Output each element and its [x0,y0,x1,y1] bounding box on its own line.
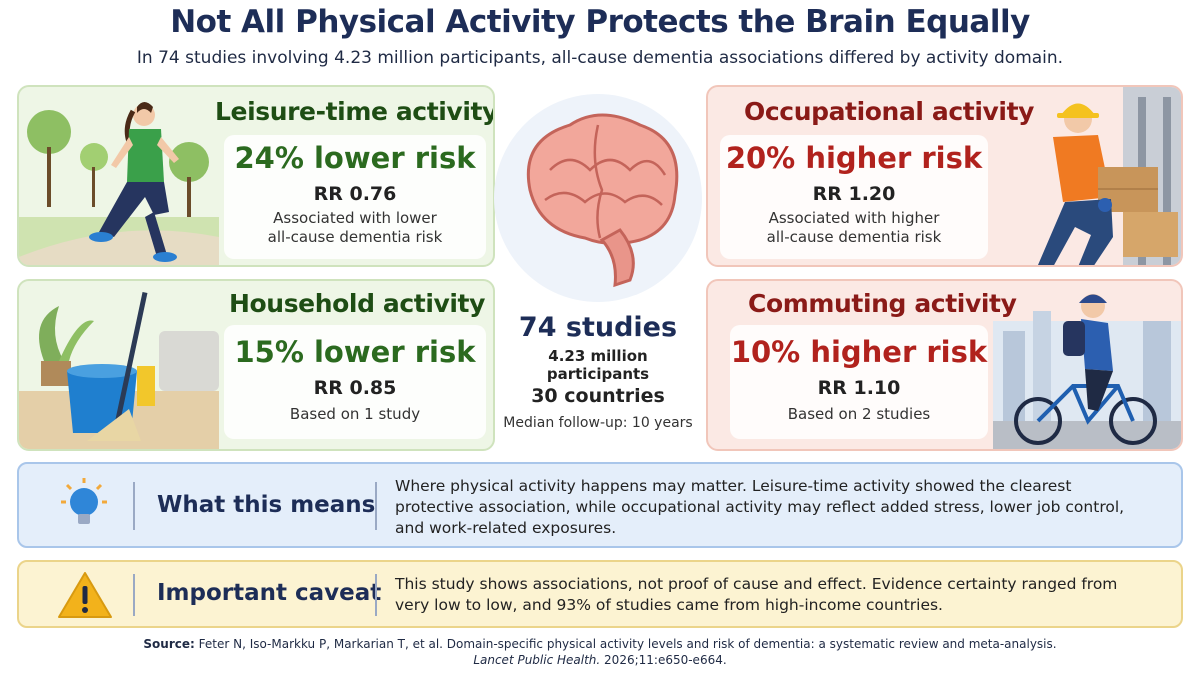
countries-count: 30 countries [531,385,665,407]
important-caveat-band: Important caveat This study shows associ… [17,560,1183,628]
leisure-panel [224,135,486,259]
occupational-risk: 20% higher risk [725,141,983,175]
household-description: Based on 1 study [289,405,421,423]
commuting-card: Commuting activity 10% higher risk RR 1.… [706,279,1183,451]
lightbulb-icon [61,478,107,524]
followup-duration: Median follow-up: 10 years [503,415,693,431]
what-this-means-band: What this means Where physical activity … [17,462,1183,548]
occupational-heading: Occupational activity [744,97,1035,126]
leisure-description: Associated with lower all-cause dementia… [267,209,443,246]
studies-count: 74 studies [518,312,678,343]
occupational-panel [720,135,988,259]
leisure-rr: RR 0.76 [313,183,397,205]
commuting-rr: RR 1.10 [817,377,901,399]
commuting-panel [730,325,988,439]
leisure-heading: Leisure-time activity [215,97,495,126]
household-heading: Household activity [229,289,485,318]
what-this-means-text: Where physical activity happens may matt… [395,477,1125,537]
leisure-card: Leisure-time activity 24% lower risk RR … [17,85,495,267]
household-rr: RR 0.85 [313,377,397,399]
household-panel [224,325,486,439]
warning-icon [58,572,112,618]
leisure-risk: 24% lower risk [234,141,476,175]
occupational-rr: RR 1.20 [812,183,896,205]
worker-illustration [1038,87,1181,265]
mop-bucket-illustration [19,292,219,449]
page-subtitle: In 74 studies involving 4.23 million par… [136,48,1064,68]
runner-illustration [19,102,219,265]
cyclist-illustration [993,294,1181,449]
page-title: Not All Physical Activity Protects the B… [170,4,1030,40]
brain-area [490,80,706,320]
occupational-card: Occupational activity 20% higher risk RR… [706,85,1183,267]
commuting-heading: Commuting activity [748,289,1017,318]
commuting-description: Based on 2 studies [787,405,931,423]
important-caveat-text: This study shows associations, not proof… [395,575,1118,614]
source-citation: Source: Feter N, Iso-Markku P, Markarian… [143,637,1057,667]
brain-icon [494,94,702,302]
participants-count: 4.23 million participants [546,347,650,383]
occupational-description: Associated with higher all-cause dementi… [766,209,942,246]
important-caveat-heading: Important caveat [157,580,382,606]
what-this-means-heading: What this means [157,492,376,518]
household-risk: 15% lower risk [234,335,476,369]
household-card: Household activity 15% lower risk RR 0.8… [17,279,495,451]
study-summary: 74 studies 4.23 million participants 30 … [498,312,698,431]
commuting-risk: 10% higher risk [730,335,988,369]
